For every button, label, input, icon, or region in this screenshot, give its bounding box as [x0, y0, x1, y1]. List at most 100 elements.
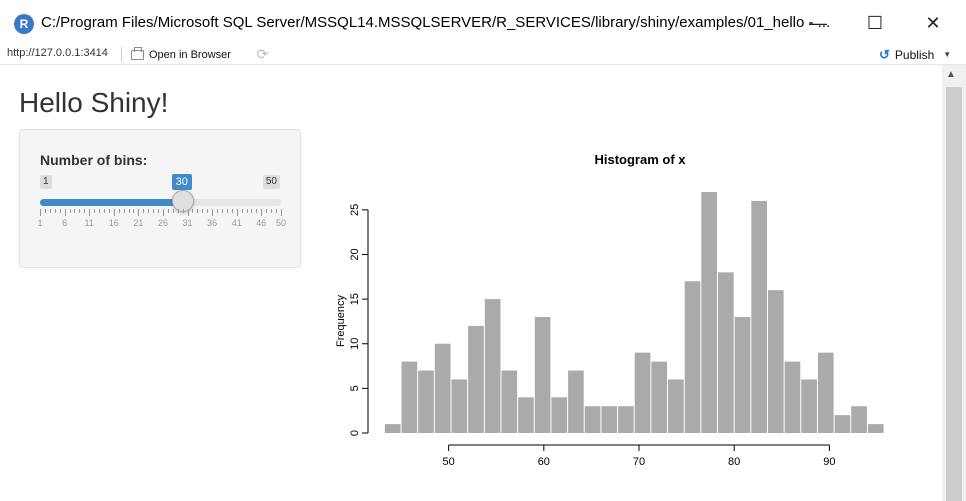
slider-minor-tick — [266, 209, 268, 213]
histogram-bar — [534, 316, 551, 433]
slider-minor-tick — [276, 209, 278, 213]
histogram-bar — [751, 200, 767, 433]
toolbar-divider — [121, 47, 122, 62]
slider-minor-tick — [44, 209, 46, 213]
slider-minor-tick — [153, 209, 155, 213]
histogram-bar — [651, 361, 668, 433]
slider-minor-tick — [202, 209, 204, 213]
slider-major-tick — [64, 209, 66, 216]
slider-label: Number of bins: — [40, 152, 148, 168]
slider-major-tick — [162, 209, 164, 216]
url-text: http://127.0.0.1:3414 — [7, 47, 108, 59]
slider-minor-tick — [271, 209, 273, 213]
y-tick-label: 25 — [349, 204, 361, 216]
y-axis-label: Frequency — [335, 295, 347, 347]
slider-tick-label: 31 — [182, 218, 193, 228]
histogram-bar — [518, 397, 534, 433]
viewer-toolbar: http://127.0.0.1:3414 Open in Browser ⟳ … — [0, 45, 966, 65]
slider-minor-tick — [49, 209, 51, 213]
slider-tick-label: 26 — [157, 218, 168, 228]
slider-major-tick — [212, 209, 214, 216]
histogram-bar — [451, 379, 468, 433]
histogram-bar — [501, 370, 518, 433]
slider-minor-tick — [69, 209, 71, 213]
histogram-bar — [634, 352, 651, 433]
slider-minor-tick — [108, 209, 110, 213]
y-tick-label: 20 — [349, 248, 361, 260]
slider-major-tick — [89, 209, 91, 216]
maximize-button[interactable]: ☐ — [866, 13, 884, 33]
slider-minor-tick — [231, 209, 233, 213]
title-bar: R C:/Program Files/Microsoft SQL Server/… — [0, 0, 966, 45]
y-tick-label: 0 — [349, 430, 361, 436]
window-title: C:/Program Files/Microsoft SQL Server/MS… — [41, 14, 831, 31]
vertical-scrollbar[interactable]: ▲ — [942, 65, 966, 501]
slider-minor-tick — [241, 209, 243, 213]
sidebar-panel: Number of bins: 1 50 30 1 6 11 16 21 26 31 36 41… — [19, 129, 301, 268]
slider-scale: 1 6 11 16 21 26 31 36 41 46 50 — [37, 209, 286, 231]
slider-tick-label: 50 — [275, 218, 287, 228]
histogram-bar — [801, 379, 817, 433]
slider-tick-label: 46 — [256, 218, 267, 228]
x-tick-label: 80 — [728, 456, 740, 468]
r-logo-icon: R — [14, 14, 34, 34]
slider-minor-tick — [167, 209, 169, 213]
slider-minor-tick — [182, 209, 184, 213]
slider-minor-tick — [94, 209, 96, 213]
slider-major-tick — [187, 209, 189, 216]
minimize-button[interactable]: — — [809, 13, 827, 33]
histogram-bar — [817, 352, 834, 433]
slider-minor-tick — [192, 209, 194, 213]
slider-minor-tick — [103, 209, 105, 213]
histogram-bar — [601, 406, 618, 433]
histogram-bar — [851, 406, 867, 433]
slider-minor-tick — [172, 209, 174, 213]
histogram-bar — [701, 192, 718, 433]
slider-minor-tick — [59, 209, 61, 213]
slider-minor-tick — [148, 209, 150, 213]
chart-title: Histogram of x — [594, 152, 686, 167]
slider-tick-label: 11 — [84, 218, 94, 228]
slider-major-tick — [138, 209, 140, 216]
histogram-bar — [568, 370, 584, 433]
x-tick-label: 70 — [633, 456, 645, 468]
y-tick-label: 10 — [349, 338, 361, 350]
slider-minor-tick — [123, 209, 125, 213]
slider-track[interactable] — [40, 190, 281, 212]
histogram-bar — [767, 290, 784, 433]
histogram-bar — [867, 424, 884, 433]
slider-minor-tick — [226, 209, 228, 213]
histogram-bar — [418, 370, 434, 433]
slider-minor-tick — [177, 209, 179, 213]
slider-max-label: 50 — [262, 175, 280, 189]
histogram-bar — [584, 406, 601, 433]
slider-tick-label: 36 — [207, 218, 218, 228]
axes-group: 50 60 70 80 90 0 5 10 15 20 25 — [349, 204, 835, 468]
chevron-down-icon[interactable]: ▼ — [943, 50, 952, 59]
histogram-bar — [551, 397, 568, 433]
scroll-up-icon[interactable]: ▲ — [946, 69, 956, 80]
publish-icon: ↺ — [879, 46, 890, 62]
open-in-browser-button[interactable]: Open in Browser — [131, 46, 231, 63]
histogram-bar — [734, 316, 751, 433]
slider-tick-label: 41 — [231, 218, 242, 228]
slider-value-label: 30 — [171, 174, 192, 190]
slider-tick-label: 1 — [37, 218, 43, 228]
scrollbar-thumb[interactable] — [946, 87, 962, 501]
histogram-bar — [718, 272, 734, 433]
refresh-icon[interactable]: ⟳ — [256, 46, 269, 62]
slider-minor-tick — [207, 209, 209, 213]
publish-button[interactable]: ↺ Publish ▼ — [879, 46, 951, 63]
slider-minor-tick — [84, 209, 86, 213]
x-tick-label: 60 — [538, 456, 550, 468]
slider-min-label: 1 — [40, 175, 52, 189]
slider-minor-tick — [143, 209, 145, 213]
slider-tick-label: 6 — [62, 218, 68, 228]
close-button[interactable]: ✕ — [925, 13, 941, 33]
slider-minor-tick — [217, 209, 219, 213]
slider-minor-tick — [54, 209, 56, 213]
histogram-bar — [834, 415, 851, 433]
histogram-bar — [384, 424, 401, 433]
publish-label: Publish — [894, 47, 935, 62]
